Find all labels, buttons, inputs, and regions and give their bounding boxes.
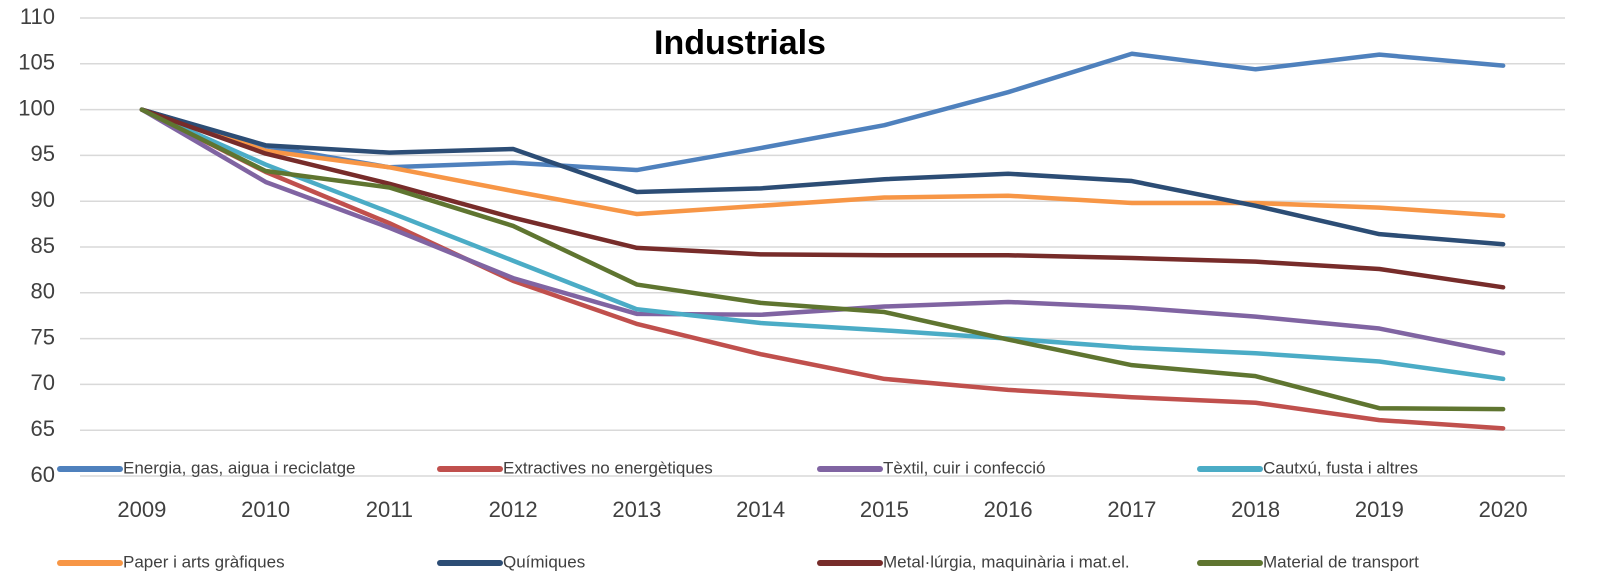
- x-tick-label: 2019: [1355, 497, 1404, 522]
- x-tick-label: 2011: [366, 497, 413, 522]
- legend-label: Tèxtil, cuir i confecció: [883, 458, 1046, 477]
- x-tick-label: 2015: [860, 497, 909, 522]
- series-line: [139, 107, 1506, 290]
- series-line: [139, 107, 1506, 356]
- y-tick-label: 100: [18, 95, 55, 120]
- y-tick-label: 85: [31, 233, 55, 258]
- x-tick-label: 2016: [984, 497, 1033, 522]
- y-tick-label: 75: [31, 324, 55, 349]
- legend-label: Material de transport: [1263, 552, 1419, 571]
- x-tick-label: 2013: [612, 497, 661, 522]
- legend-label: Químiques: [503, 552, 585, 571]
- legend-label: Cautxú, fusta i altres: [1263, 458, 1418, 477]
- y-tick-label: 60: [31, 462, 55, 487]
- y-tick-label: 90: [31, 187, 55, 212]
- x-tick-label: 2014: [736, 497, 785, 522]
- y-tick-label: 105: [18, 50, 55, 75]
- series-line: [139, 107, 1506, 382]
- chart-title: Industrials: [654, 24, 826, 62]
- legend-label: Paper i arts gràfiques: [123, 552, 285, 571]
- x-tick-label: 2012: [489, 497, 538, 522]
- x-tick-label: 2018: [1231, 497, 1280, 522]
- legend-label: Metal·lúrgia, maquinària i mat.el.: [883, 552, 1130, 571]
- x-tick-label: 2020: [1479, 497, 1528, 522]
- series-line: [139, 107, 1506, 247]
- series-line: [139, 107, 1506, 219]
- legend-label: Extractives no energètiques: [503, 458, 713, 477]
- series-line: [139, 107, 1506, 431]
- y-tick-label: 65: [31, 416, 55, 441]
- x-tick-label: 2010: [241, 497, 290, 522]
- series-line: [139, 107, 1506, 412]
- y-tick-label: 95: [31, 141, 55, 166]
- series-line: [139, 51, 1506, 173]
- y-tick-label: 80: [31, 279, 55, 304]
- legend-label: Energia, gas, aigua i reciclatge: [123, 458, 355, 477]
- x-tick-label: 2017: [1107, 497, 1156, 522]
- x-tick-label: 2009: [117, 497, 166, 522]
- y-tick-label: 70: [31, 370, 55, 395]
- y-tick-label: 110: [20, 4, 55, 29]
